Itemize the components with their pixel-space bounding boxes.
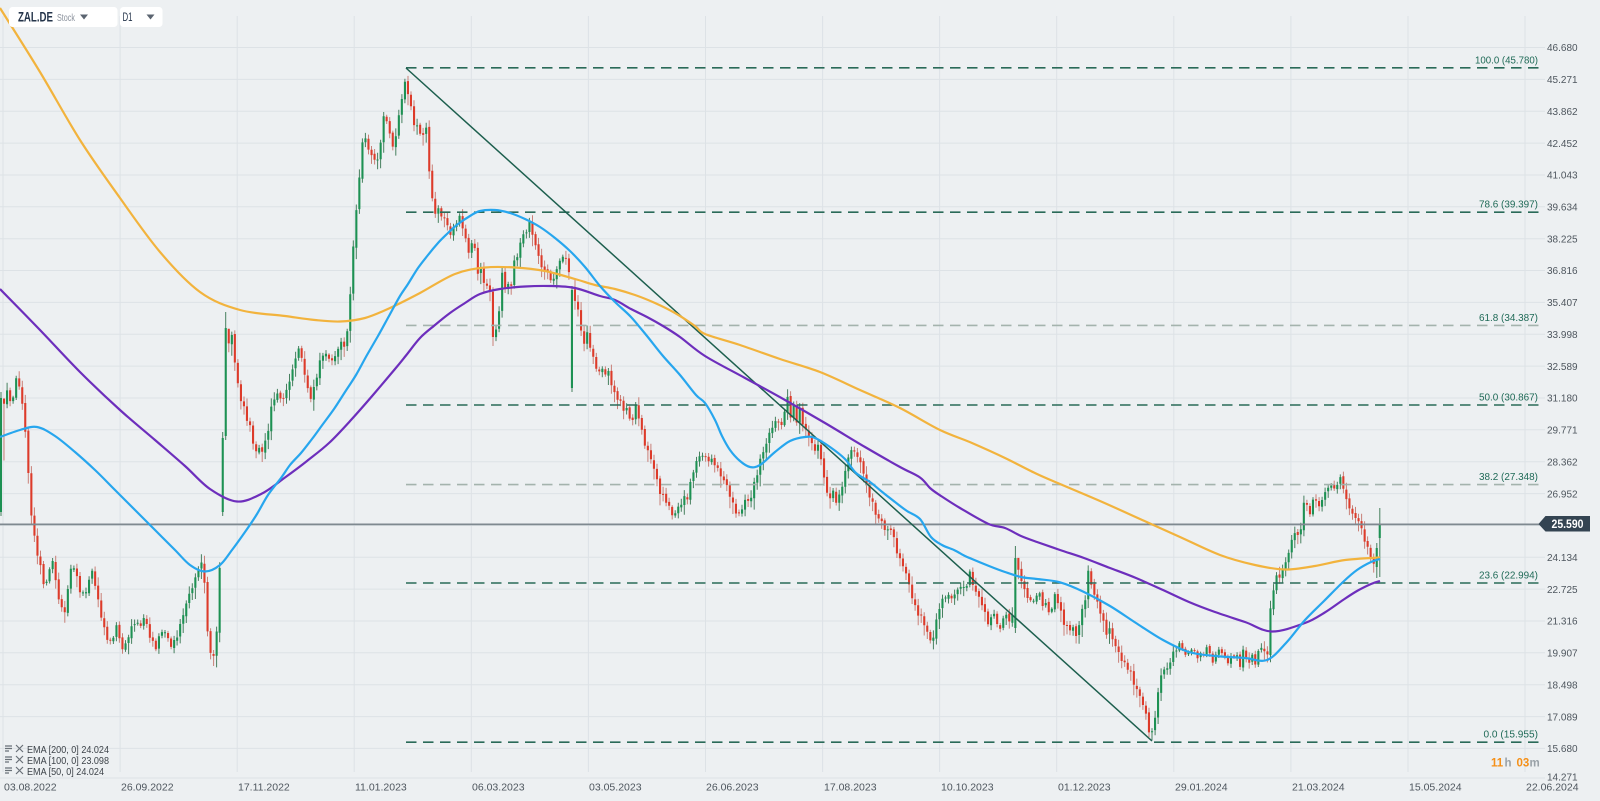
svg-text:41.043: 41.043 xyxy=(1547,171,1578,182)
svg-text:Stock: Stock xyxy=(57,13,76,24)
svg-text:25.590: 25.590 xyxy=(1552,519,1584,531)
svg-text:35.407: 35.407 xyxy=(1547,298,1578,309)
svg-text:19.907: 19.907 xyxy=(1547,649,1578,660)
svg-text:21.03.2024: 21.03.2024 xyxy=(1292,782,1345,794)
svg-text:50.0 (30.867): 50.0 (30.867) xyxy=(1479,393,1538,404)
svg-text:03.05.2023: 03.05.2023 xyxy=(589,782,642,794)
svg-text:17.089: 17.089 xyxy=(1547,712,1578,723)
svg-text:26.06.2023: 26.06.2023 xyxy=(706,782,759,794)
svg-text:03.08.2022: 03.08.2022 xyxy=(4,782,57,794)
svg-text:18.498: 18.498 xyxy=(1547,680,1578,691)
svg-text:14.271: 14.271 xyxy=(1547,772,1578,783)
svg-text:EMA [50, 0] 24.024: EMA [50, 0] 24.024 xyxy=(27,767,104,778)
svg-text:38.2 (27.348): 38.2 (27.348) xyxy=(1479,472,1538,483)
svg-text:24.134: 24.134 xyxy=(1547,553,1578,564)
svg-text:01.12.2023: 01.12.2023 xyxy=(1058,782,1111,794)
svg-text:22.725: 22.725 xyxy=(1547,585,1578,596)
svg-text:32.589: 32.589 xyxy=(1547,362,1578,373)
svg-text:36.816: 36.816 xyxy=(1547,266,1578,277)
svg-text:39.634: 39.634 xyxy=(1547,203,1578,214)
svg-text:78.6 (39.397): 78.6 (39.397) xyxy=(1479,200,1538,211)
svg-text:EMA [200, 0] 24.024: EMA [200, 0] 24.024 xyxy=(27,745,109,756)
svg-text:06.03.2023: 06.03.2023 xyxy=(472,782,525,794)
svg-text:15.05.2024: 15.05.2024 xyxy=(1409,782,1462,794)
svg-text:21.316: 21.316 xyxy=(1547,617,1578,628)
svg-text:11.01.2023: 11.01.2023 xyxy=(355,782,407,794)
svg-text:33.998: 33.998 xyxy=(1547,330,1578,341)
svg-text:31.180: 31.180 xyxy=(1547,394,1578,405)
svg-text:17.08.2023: 17.08.2023 xyxy=(824,782,877,794)
svg-text:15.680: 15.680 xyxy=(1547,744,1578,755)
svg-text:10.10.2023: 10.10.2023 xyxy=(941,782,994,794)
svg-text:26.952: 26.952 xyxy=(1547,489,1578,500)
svg-text:22.06.2024: 22.06.2024 xyxy=(1526,782,1579,794)
svg-text:61.8 (34.387): 61.8 (34.387) xyxy=(1479,313,1538,324)
svg-text:23.6 (22.994): 23.6 (22.994) xyxy=(1479,571,1538,582)
svg-text:17.11.2022: 17.11.2022 xyxy=(238,782,290,794)
svg-text:29.01.2024: 29.01.2024 xyxy=(1175,782,1228,794)
svg-text:28.362: 28.362 xyxy=(1547,457,1578,468)
svg-text:D1: D1 xyxy=(123,10,133,24)
svg-text:EMA [100, 0] 23.098: EMA [100, 0] 23.098 xyxy=(27,756,109,767)
svg-text:ZAL.DE: ZAL.DE xyxy=(18,10,53,25)
svg-text:0.0 (15.955): 0.0 (15.955) xyxy=(1484,730,1539,741)
svg-text:26.09.2022: 26.09.2022 xyxy=(121,782,174,794)
svg-text:46.680: 46.680 xyxy=(1547,43,1578,54)
svg-text:42.452: 42.452 xyxy=(1547,139,1578,150)
svg-text:43.862: 43.862 xyxy=(1547,107,1578,118)
svg-text:38.225: 38.225 xyxy=(1547,234,1578,245)
svg-text:29.771: 29.771 xyxy=(1547,426,1578,437)
svg-text:45.271: 45.271 xyxy=(1547,75,1578,86)
svg-text:100.0 (45.780): 100.0 (45.780) xyxy=(1475,55,1538,66)
